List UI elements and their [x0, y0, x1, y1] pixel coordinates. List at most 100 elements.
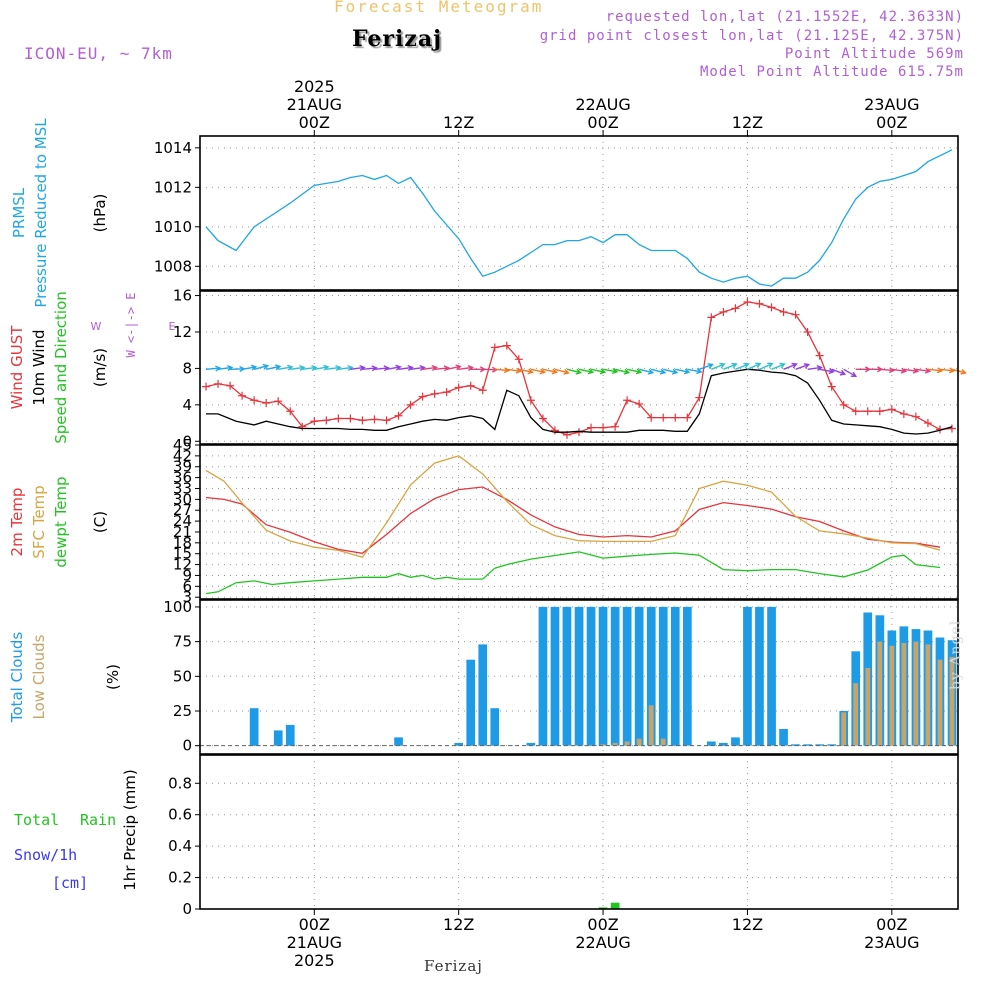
wind-arrow: [807, 364, 823, 371]
point-altitude: Point Altitude 569m: [784, 46, 964, 62]
credit-watermark: by Angel: [948, 619, 964, 690]
gust-marker: [430, 389, 439, 398]
temperature-label-0: 2m Temp: [8, 488, 26, 557]
gust-marker: [406, 400, 415, 409]
gust-marker: [358, 416, 367, 425]
bar-total_clouds: [634, 606, 644, 746]
footer-location: Ferizaj: [424, 957, 483, 975]
bar-low_clouds: [925, 644, 931, 746]
gust-marker: [587, 423, 596, 432]
wind-arrow: [639, 368, 655, 375]
wind-arrow: [241, 364, 258, 371]
gust-marker: [695, 393, 704, 402]
gust-marker: [815, 351, 824, 360]
wind-arrow: [398, 364, 414, 371]
y-tick-label: 12: [173, 556, 192, 574]
precip-label-snow: Snow/1h: [14, 846, 77, 864]
bar-total_clouds: [707, 741, 716, 746]
gust-marker: [683, 413, 692, 422]
bar-total_clouds: [731, 737, 740, 746]
y-tick-label: 3: [182, 588, 192, 606]
gust-marker: [334, 414, 343, 423]
wind-arrow: [326, 364, 342, 371]
gust-marker: [526, 396, 535, 405]
y-tick-label: 1010: [154, 218, 192, 236]
y-tick-label: 0.8: [168, 774, 192, 792]
gust-marker: [322, 416, 331, 425]
bottom-axis-hour: 00Z: [876, 915, 907, 934]
wind-label-0: Wind GUST: [8, 325, 26, 410]
wind-arrow: [302, 364, 318, 371]
gust-marker: [298, 422, 307, 431]
bar-total_clouds: [670, 606, 680, 746]
top-axis-hour: 12Z: [443, 113, 474, 132]
y-tick-label: 12: [173, 323, 192, 341]
bar-total_clouds: [273, 730, 283, 746]
bar-low_clouds: [889, 645, 895, 746]
wind-arrow: [278, 364, 294, 371]
wind-arrow: [735, 362, 750, 370]
y-tick-label: 0.4: [168, 837, 192, 855]
bar-total_clouds: [574, 606, 584, 746]
clouds-label-0: Total Clouds: [8, 632, 26, 724]
wind-arrow: [711, 362, 726, 370]
temperature-label-1: SFC Temp: [30, 485, 48, 558]
wind-unit-label: (m/s): [91, 348, 109, 387]
bar-total_clouds: [743, 606, 752, 746]
wind-arrow: [759, 362, 774, 370]
gust-marker: [454, 383, 463, 392]
bar-total_clouds: [767, 606, 776, 746]
gust-marker: [466, 381, 475, 390]
wind-panel: 0 4 8 12 16 Wind GUST 10m Wind Speed and Direct…: [8, 287, 967, 450]
wind-label-1: 10m Wind: [30, 329, 48, 405]
gust-marker: [767, 303, 776, 312]
bar-low_clouds: [877, 641, 883, 746]
gust-marker: [827, 382, 836, 391]
wind-arrow: [338, 364, 354, 371]
gust-marker: [599, 423, 608, 432]
top-axis-hour: 00Z: [587, 113, 618, 132]
wind-arrow: [699, 363, 714, 370]
gust-marker: [899, 409, 908, 418]
bar-low_clouds: [648, 705, 654, 746]
gust-marker: [575, 428, 583, 437]
y-tick-label: 16: [173, 287, 192, 305]
clouds-frame: [199, 599, 959, 755]
pressure-label-1: Pressure Reduced to MSL: [32, 118, 50, 308]
y-tick-label: 0: [182, 432, 192, 450]
bottom-axis-year: 2025: [294, 951, 335, 970]
y-tick-label: 21: [173, 523, 192, 541]
series-line-sfc: [205, 455, 941, 559]
wind-arrow: [205, 365, 222, 372]
clouds-panel: 0 25 50 75 100 Total Clouds Low Clouds (%): [8, 598, 959, 755]
gust-marker: [370, 415, 379, 424]
wind-arrow: [651, 368, 667, 375]
bar-total_clouds: [779, 729, 788, 746]
gust-marker: [635, 399, 644, 408]
precip-unit-label: 1hr Precip (mm): [121, 769, 139, 890]
bar-total_clouds: [610, 606, 620, 746]
gust-marker: [346, 414, 355, 423]
precip-frame: [199, 754, 959, 910]
wind-arrow: [542, 368, 559, 375]
compass-we: W <-|-> E: [124, 292, 138, 357]
model-altitude: Model Point Altitude 615.75m: [699, 64, 964, 80]
gust-marker: [310, 417, 319, 426]
gust-marker: [743, 297, 752, 306]
bar-total_clouds: [478, 644, 488, 746]
gust-marker: [719, 307, 728, 316]
wind-arrow: [602, 368, 619, 375]
gust-marker: [490, 343, 499, 352]
wind-arrow: [891, 367, 908, 374]
gust-marker: [611, 422, 620, 431]
y-tick-label: 27: [173, 501, 192, 519]
gust-marker: [803, 327, 812, 336]
y-tick-label: 0: [182, 737, 192, 755]
y-tick-label: 25: [173, 702, 192, 720]
top-axis-date: 22AUG: [575, 95, 630, 114]
wind-arrow: [566, 368, 583, 375]
wind-arrow: [217, 364, 234, 371]
pressure-label-0: PRMSL: [10, 187, 28, 238]
wind-arrow: [855, 366, 872, 373]
